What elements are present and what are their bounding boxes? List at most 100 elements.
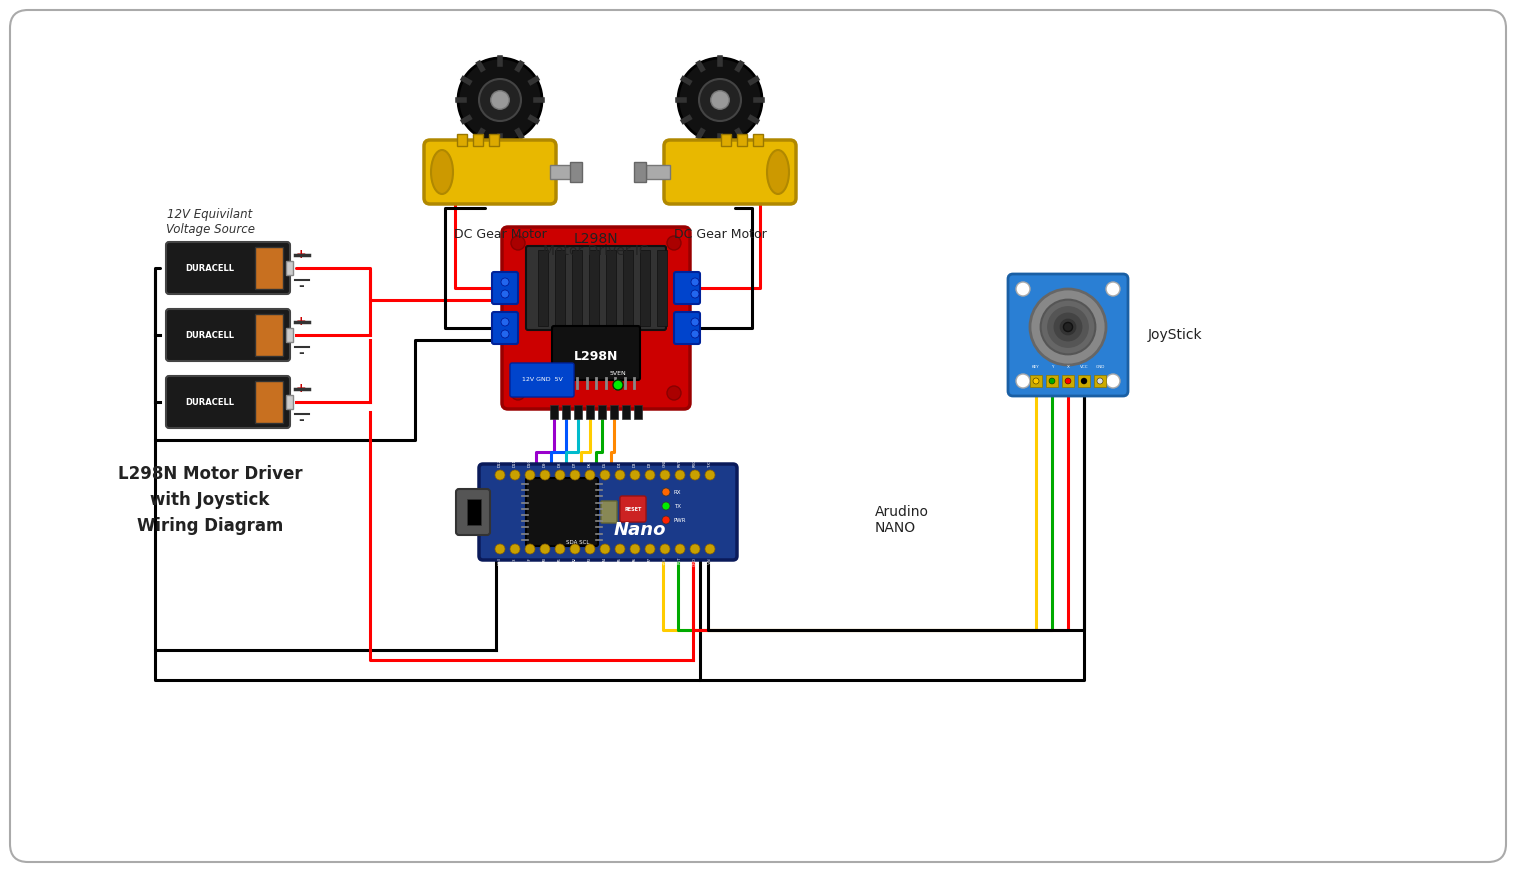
Circle shape xyxy=(585,544,594,554)
Circle shape xyxy=(511,236,525,250)
Circle shape xyxy=(659,470,670,480)
Circle shape xyxy=(500,330,509,338)
Circle shape xyxy=(491,91,509,109)
Circle shape xyxy=(644,470,655,480)
Bar xyxy=(255,381,283,423)
Bar xyxy=(538,250,547,326)
Text: DURACELL: DURACELL xyxy=(185,330,235,339)
Bar xyxy=(490,134,499,146)
Text: SDA SCL: SDA SCL xyxy=(567,540,590,544)
Circle shape xyxy=(570,470,581,480)
Circle shape xyxy=(631,544,640,554)
Text: 12V Equivilant
Voltage Source: 12V Equivilant Voltage Source xyxy=(165,208,255,236)
Text: +5V: +5V xyxy=(662,557,667,565)
Circle shape xyxy=(570,544,581,554)
Bar xyxy=(456,134,467,146)
Bar xyxy=(622,405,631,419)
Bar xyxy=(255,247,283,289)
Bar xyxy=(570,162,582,182)
Circle shape xyxy=(1029,289,1107,365)
Circle shape xyxy=(1032,378,1038,384)
Text: D10: D10 xyxy=(528,459,532,467)
Text: D3: D3 xyxy=(634,461,637,467)
Text: Motor Driver IC: Motor Driver IC xyxy=(543,244,649,258)
Circle shape xyxy=(500,278,509,286)
Text: D11: D11 xyxy=(512,459,517,467)
Text: TX1: TX1 xyxy=(708,460,713,467)
Text: Arudino: Arudino xyxy=(875,505,929,519)
Circle shape xyxy=(1098,378,1104,384)
Circle shape xyxy=(667,386,681,400)
Text: D7: D7 xyxy=(573,461,578,467)
Circle shape xyxy=(711,91,729,109)
Bar xyxy=(609,405,619,419)
Circle shape xyxy=(615,470,625,480)
Circle shape xyxy=(496,470,505,480)
Text: +: + xyxy=(296,382,306,394)
Circle shape xyxy=(1107,374,1120,388)
Bar xyxy=(572,250,582,326)
Text: RX: RX xyxy=(675,489,682,494)
Text: A4: A4 xyxy=(603,557,606,562)
Text: RX0: RX0 xyxy=(693,460,697,467)
Text: AREF: AREF xyxy=(528,557,532,567)
Text: -: - xyxy=(299,279,303,293)
Bar xyxy=(473,134,484,146)
Circle shape xyxy=(615,544,625,554)
Text: A0: A0 xyxy=(543,557,547,562)
Bar xyxy=(1046,375,1058,387)
Text: VIN: VIN xyxy=(708,557,713,563)
FancyBboxPatch shape xyxy=(600,501,617,523)
Text: D8: D8 xyxy=(558,461,562,467)
Text: DURACELL: DURACELL xyxy=(185,398,235,406)
Bar xyxy=(1078,375,1090,387)
Circle shape xyxy=(691,278,699,286)
Text: -: - xyxy=(299,413,303,427)
FancyBboxPatch shape xyxy=(526,246,666,330)
Text: 12V GND  5V: 12V GND 5V xyxy=(522,377,562,382)
Circle shape xyxy=(1040,300,1096,354)
Text: RST: RST xyxy=(678,460,682,467)
FancyBboxPatch shape xyxy=(11,10,1505,862)
FancyBboxPatch shape xyxy=(675,272,700,304)
FancyBboxPatch shape xyxy=(165,309,290,361)
Circle shape xyxy=(659,544,670,554)
Bar xyxy=(590,250,599,326)
Circle shape xyxy=(1060,318,1076,336)
Text: RST: RST xyxy=(678,557,682,564)
Text: DC Gear Motor: DC Gear Motor xyxy=(673,228,767,241)
Bar xyxy=(467,499,481,525)
Circle shape xyxy=(691,330,699,338)
Circle shape xyxy=(500,290,509,298)
FancyBboxPatch shape xyxy=(165,242,290,294)
Text: 5VEN: 5VEN xyxy=(609,371,626,376)
Bar xyxy=(656,250,667,326)
Text: GND: GND xyxy=(1096,365,1105,369)
Text: Y: Y xyxy=(1051,365,1054,369)
Text: A3: A3 xyxy=(588,557,593,562)
Text: DC Gear Motor: DC Gear Motor xyxy=(453,228,546,241)
Text: A2: A2 xyxy=(573,557,578,562)
Bar xyxy=(550,165,575,179)
Bar xyxy=(597,405,606,419)
Bar xyxy=(634,162,646,182)
Ellipse shape xyxy=(431,150,453,194)
FancyBboxPatch shape xyxy=(675,312,700,344)
Text: TX: TX xyxy=(675,503,681,508)
FancyBboxPatch shape xyxy=(526,478,597,546)
Circle shape xyxy=(1016,282,1029,296)
Text: GND: GND xyxy=(662,458,667,467)
Circle shape xyxy=(675,544,685,554)
FancyBboxPatch shape xyxy=(424,140,556,204)
Text: D12: D12 xyxy=(497,459,502,467)
Circle shape xyxy=(496,544,505,554)
Bar xyxy=(640,250,650,326)
Text: D13: D13 xyxy=(497,557,502,565)
Circle shape xyxy=(1049,378,1055,384)
Text: A5: A5 xyxy=(619,557,622,562)
FancyBboxPatch shape xyxy=(509,363,575,397)
Circle shape xyxy=(675,470,685,480)
Circle shape xyxy=(631,470,640,480)
Bar xyxy=(575,405,582,419)
Circle shape xyxy=(691,290,699,298)
